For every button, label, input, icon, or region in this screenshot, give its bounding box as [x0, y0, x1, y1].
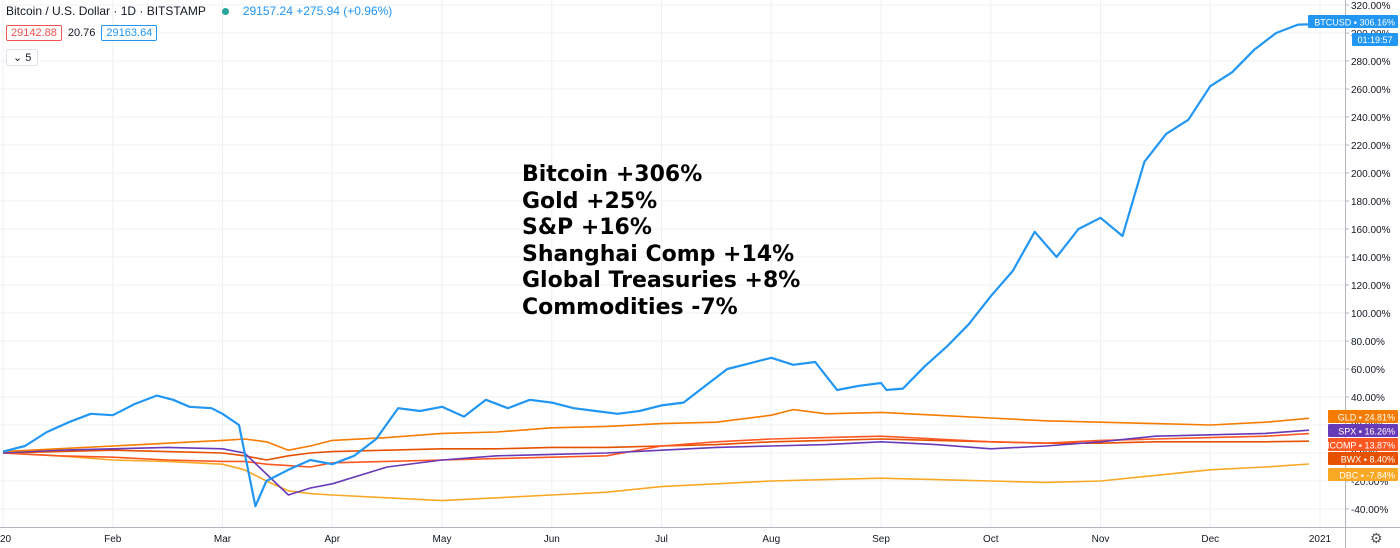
sell-price-button[interactable]: 29142.88 [6, 25, 62, 41]
series-end-label: SPX ▪ 16.26% [1338, 427, 1395, 437]
x-tick-label: Feb [104, 534, 122, 545]
x-tick-label: May [433, 534, 452, 545]
series-end-label: BWX ▪ 8.40% [1341, 455, 1395, 465]
performance-summary: Bitcoin +306% Gold +25% S&P +16% Shangha… [522, 162, 800, 321]
y-tick-label: 160.00% [1351, 225, 1391, 236]
summary-line: Bitcoin +306% [522, 162, 703, 187]
y-tick-label: 320.00% [1351, 1, 1391, 12]
x-tick-label: Jul [655, 534, 668, 545]
y-tick-label: 60.00% [1351, 365, 1385, 376]
series-line-spx [2, 429, 1310, 496]
y-tick-label: 260.00% [1351, 85, 1391, 96]
series-line-dbc [2, 452, 1310, 502]
y-tick-label: 40.00% [1351, 393, 1385, 404]
x-tick-label: Jun [544, 534, 560, 545]
y-tick-label: -40.00% [1351, 505, 1388, 516]
x-tick-label: Dec [1201, 534, 1219, 545]
bid-ask-panel: 29142.88 20.76 29163.64 [6, 25, 158, 41]
y-tick-label: 240.00% [1351, 113, 1391, 124]
gear-icon[interactable]: ⚙ [1370, 530, 1383, 546]
buy-price-button[interactable]: 29163.64 [101, 25, 158, 41]
summary-line: Commodities -7% [522, 294, 738, 320]
series-end-label: DBC ▪ -7.84% [1339, 471, 1395, 481]
summary-line: Shanghai Comp +14% [522, 241, 795, 267]
series-end-label: BTCUSD ▪ 306.16% [1314, 18, 1395, 28]
series-end-badge [1328, 468, 1398, 481]
x-tick-label: 2021 [1309, 534, 1332, 545]
series-line-shcomp [2, 432, 1310, 468]
y-tick-label: 280.00% [1351, 57, 1391, 68]
series-line-gld [2, 408, 1310, 453]
x-tick-label: Sep [872, 534, 890, 545]
x-tick-label: 20 [0, 534, 12, 545]
series-end-badge [1328, 438, 1398, 451]
x-tick-label: Mar [214, 534, 232, 545]
y-tick-label: 220.00% [1351, 141, 1391, 152]
series-end-badge [1328, 452, 1398, 465]
last-quote: 29157.24 +275.94 (+0.96%) [242, 4, 393, 18]
x-tick-label: Aug [762, 534, 780, 545]
market-status-icon [221, 7, 229, 15]
y-tick-label: -20.00% [1351, 477, 1388, 488]
y-tick-label: 200.00% [1351, 169, 1391, 180]
y-tick-label: 80.00% [1351, 337, 1385, 348]
series-end-badge [1328, 424, 1398, 437]
x-tick-label: Apr [324, 534, 340, 545]
series-end-label: GLD ▪ 24.81% [1338, 413, 1395, 423]
y-tick-label: 100.00% [1351, 309, 1391, 320]
y-tick-label: 180.00% [1351, 197, 1391, 208]
symbol-header: Bitcoin / U.S. Dollar · 1D · BITSTAMP 29… [6, 4, 392, 18]
time-badge [1352, 33, 1398, 46]
time-badge-label: 01:19:57 [1357, 35, 1392, 45]
indicators-count: 5 [25, 52, 32, 64]
spread-value: 20.76 [67, 27, 96, 39]
series-line-btcusd [2, 23, 1310, 508]
series-end-badge [1328, 410, 1398, 423]
x-tick-label: Oct [983, 534, 999, 545]
x-tick-label: Nov [1092, 534, 1110, 545]
summary-line: Global Treasuries +8% [522, 268, 801, 293]
summary-line: Gold +25% [522, 188, 658, 214]
chevron-down-icon: ⌄ [13, 52, 23, 64]
symbol-title[interactable]: Bitcoin / U.S. Dollar · 1D · BITSTAMP [6, 4, 206, 18]
series-end-badge [1308, 15, 1398, 28]
series-end-label: SHCOMP ▪ 13.87% [1317, 441, 1395, 451]
y-tick-label: 140.00% [1351, 253, 1391, 264]
y-tick-label: 120.00% [1351, 281, 1391, 292]
indicators-toggle[interactable]: ⌄ 5 [6, 49, 39, 66]
summary-line: S&P +16% [522, 215, 652, 240]
